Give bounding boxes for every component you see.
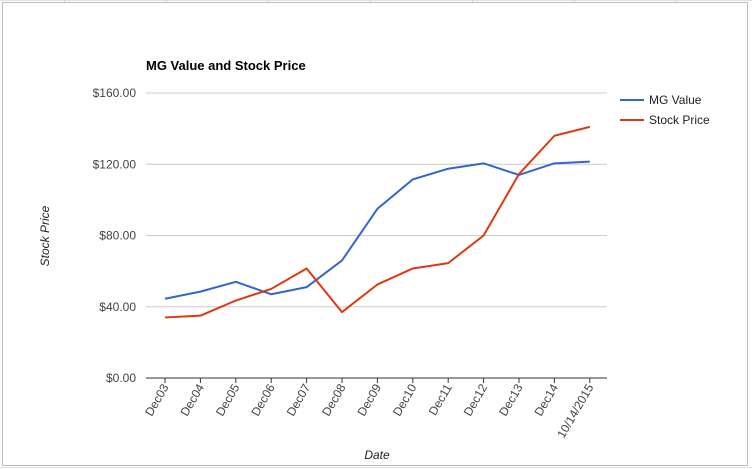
x-tick-label: Dec13 [496,381,526,418]
x-axis-title: Date [364,448,390,462]
x-tick-label: Dec14 [532,381,562,418]
gridlines [146,92,607,379]
legend-label: Stock Price [649,113,710,127]
series-line-mg-value[interactable] [164,160,590,300]
x-tick-label: Dec05 [213,381,243,418]
legend[interactable]: MG Value Stock Price [620,93,710,127]
x-tick-label: Dec09 [355,381,385,418]
x-tick-label: Dec07 [284,381,314,418]
series-line-stock-price[interactable] [164,125,591,319]
x-axis-ticks: Dec03 Dec04 Dec05 Dec06 Dec07 Dec08 Dec09 Dec10… [142,378,597,441]
y-tick-label: $40.00 [99,300,136,314]
x-tick-label: 10/14/2015 [554,381,596,440]
y-axis-title: Stock Price [38,205,52,266]
y-tick-label: $80.00 [99,229,136,243]
y-axis-ticks: $0.00 $40.00 $80.00 $120.00 $160.00 [93,86,137,385]
x-tick-label: Dec08 [319,381,349,418]
line-chart: MG Value and Stock Price $0.00 $40.00 $80.… [38,58,710,462]
series-lines [164,125,591,319]
y-tick-label: $0.00 [106,371,136,385]
legend-label: MG Value [649,93,702,107]
y-tick-label: $160.00 [93,86,137,100]
x-tick-label: Dec03 [142,381,172,418]
y-tick-label: $120.00 [93,157,137,171]
x-tick-label: Dec06 [248,381,278,418]
x-tick-label: Dec10 [390,381,420,418]
x-tick-label: Dec12 [461,381,491,418]
chart-title: MG Value and Stock Price [146,58,306,73]
x-tick-label: Dec04 [178,381,208,418]
x-tick-label: Dec11 [426,381,455,418]
